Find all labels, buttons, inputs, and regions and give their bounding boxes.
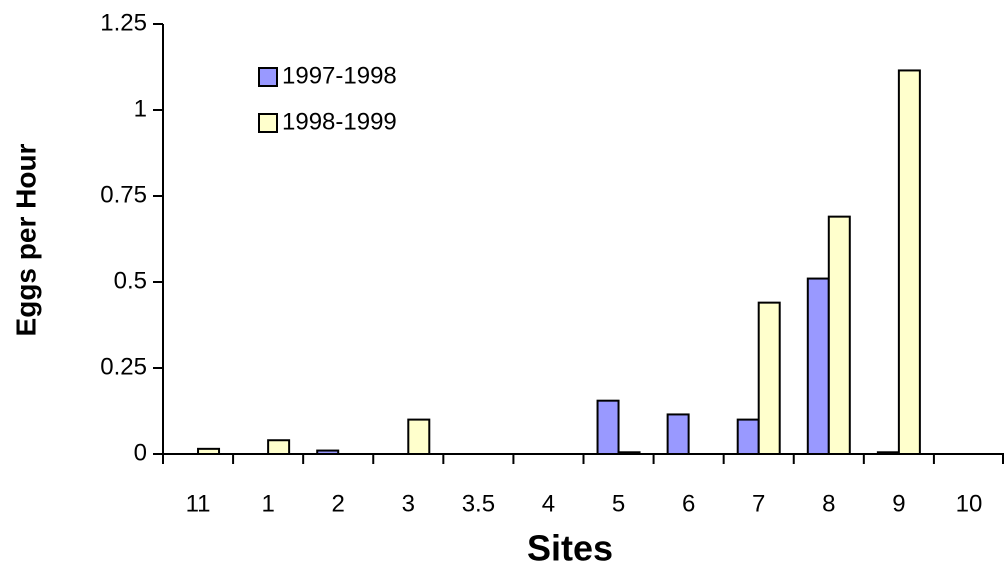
bar xyxy=(267,439,291,455)
bar xyxy=(596,399,620,455)
x-tick-label: 3.5 xyxy=(462,490,495,517)
x-tick-label: 6 xyxy=(682,490,695,517)
bar xyxy=(407,418,431,456)
legend-swatch xyxy=(258,113,278,133)
bar xyxy=(197,447,221,455)
y-tick-label: 0.25 xyxy=(100,353,147,380)
y-tick-label: 1.25 xyxy=(100,9,147,36)
x-tick-label: 8 xyxy=(822,490,835,517)
bar xyxy=(876,451,900,455)
x-tick-label: 9 xyxy=(892,490,905,517)
x-tick-label: 11 xyxy=(186,490,211,517)
bar xyxy=(666,413,690,456)
legend-swatch xyxy=(258,67,278,87)
legend-label: 1998-1999 xyxy=(282,108,397,135)
y-tick-label: 1 xyxy=(134,95,147,122)
x-tick-label: 2 xyxy=(332,490,345,517)
bar xyxy=(897,69,921,455)
legend-label: 1997-1998 xyxy=(282,62,397,89)
bar xyxy=(806,277,830,455)
bar xyxy=(757,301,781,456)
x-tick-label: 3 xyxy=(402,490,415,517)
x-tick-label: 10 xyxy=(956,490,983,517)
x-tick-label: 4 xyxy=(542,490,555,517)
x-tick-label: 7 xyxy=(752,490,765,517)
bar xyxy=(736,418,760,456)
x-tick-label: 1 xyxy=(261,490,274,517)
y-axis-label: Eggs per Hour xyxy=(10,143,41,336)
x-axis-label: Sites xyxy=(527,528,613,569)
y-tick-label: 0.75 xyxy=(100,181,147,208)
y-tick-label: 0.5 xyxy=(114,267,147,294)
bar xyxy=(617,451,641,455)
x-tick-label: 5 xyxy=(612,490,625,517)
bar xyxy=(316,449,340,455)
y-tick-label: 0 xyxy=(134,439,147,466)
bar xyxy=(827,215,851,455)
